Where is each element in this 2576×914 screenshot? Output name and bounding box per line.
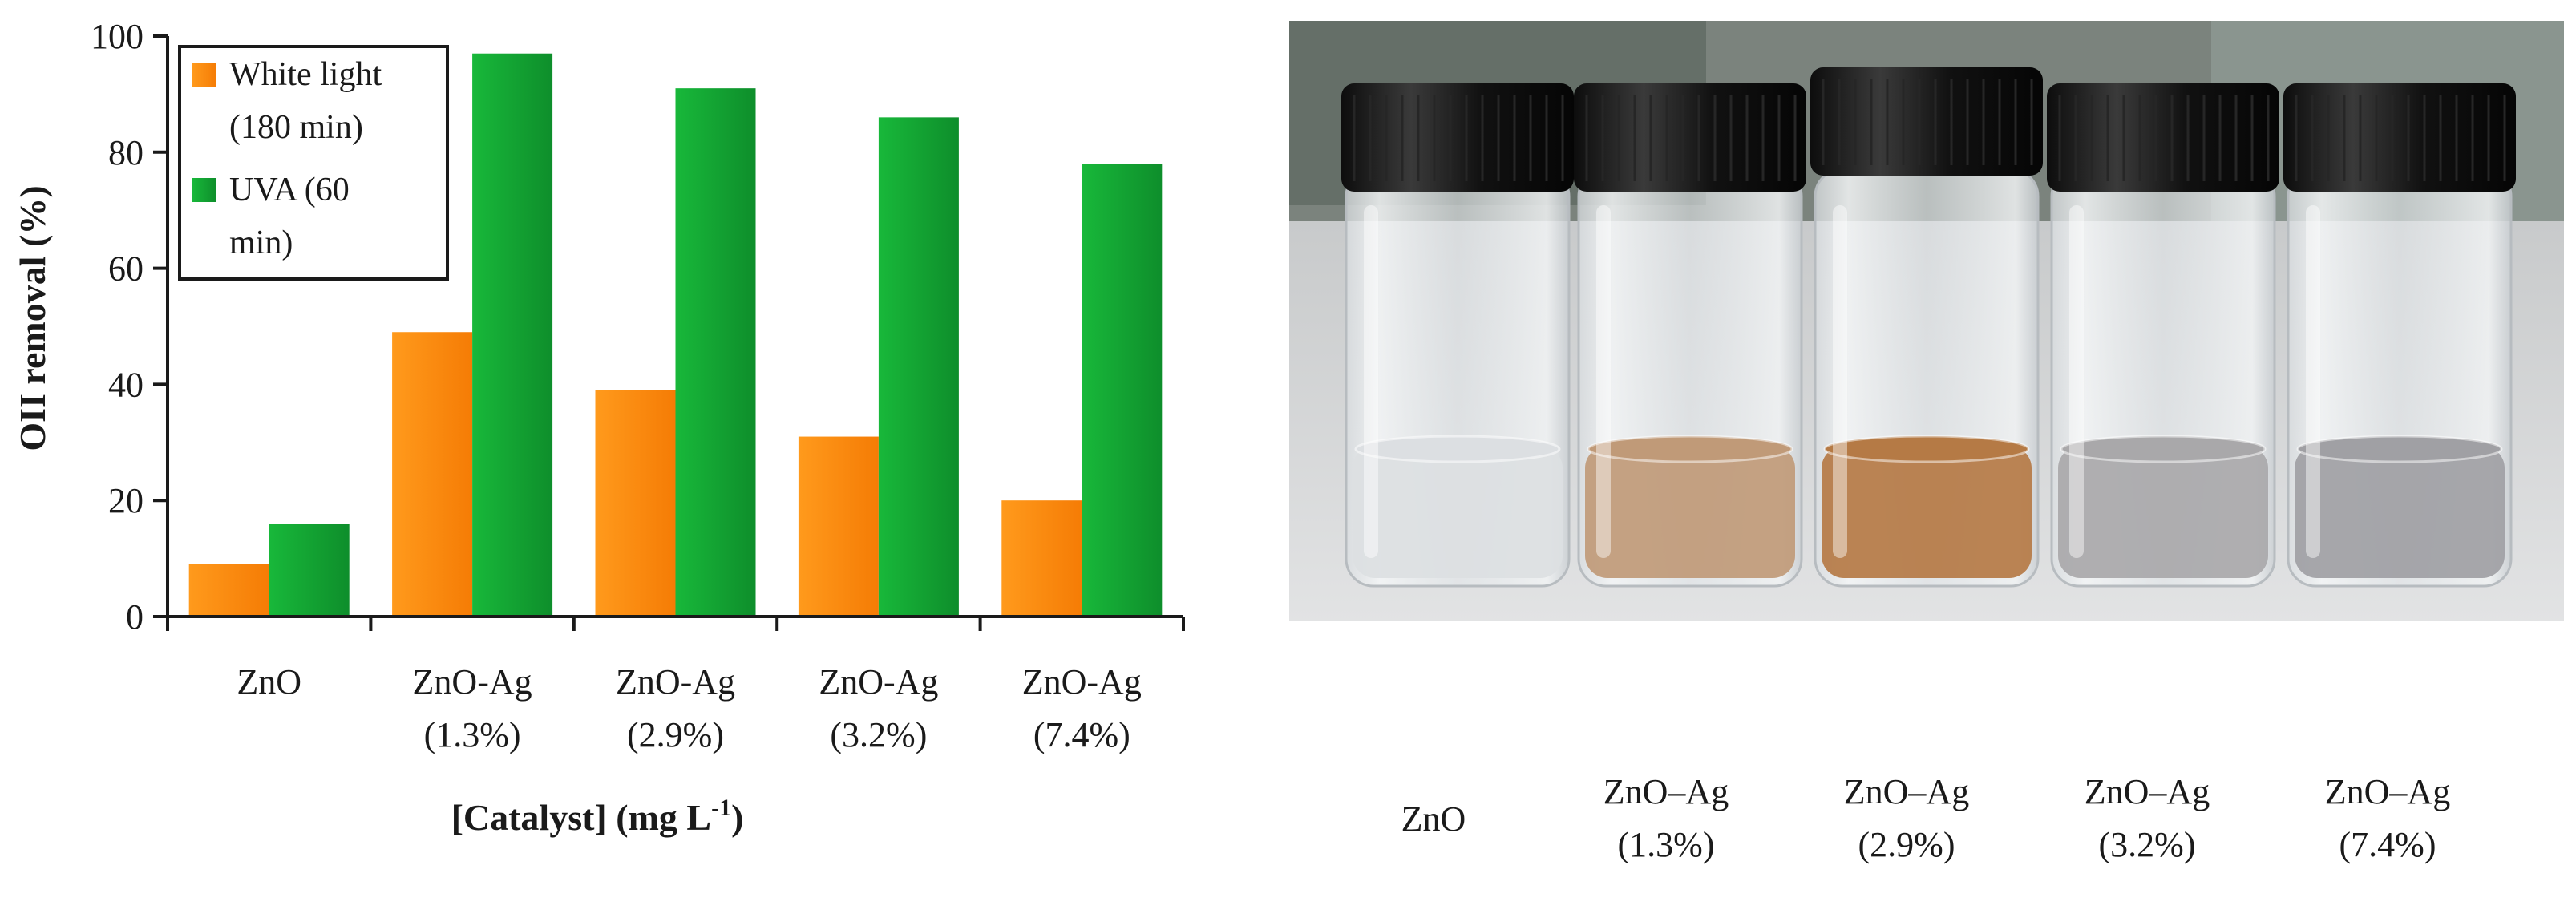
vial-labels: ZnO ZnO–Ag (1.3%) ZnO–Ag (2.9%) ZnO–Ag (3.2%) Z… (1289, 766, 2564, 910)
legend-swatch-white-light (192, 63, 216, 87)
vial-label-0: ZnO (1313, 793, 1554, 846)
bar-chart: 0 20 40 60 80 100 ZnO ZnO-Ag (1.3%) ZnO-Ag (2.9%) Z… (12, 17, 1185, 838)
vial-meniscus (1354, 435, 1561, 463)
vial-label-line: ZnO–Ag (2084, 772, 2210, 811)
vial-liquid (1353, 446, 1563, 578)
vial-cap (1341, 83, 1574, 192)
vial-3 (2047, 83, 2279, 588)
y-tick-label: 20 (108, 481, 144, 520)
vial-label-line: ZnO–Ag (1603, 772, 1729, 811)
vial-2 (1810, 67, 2043, 588)
x-tick-label: ZnO-Ag (616, 662, 735, 702)
y-tick-label: 100 (91, 17, 144, 56)
vial-label-line: (2.9%) (1858, 825, 1955, 864)
x-axis-title: [Catalyst] (mg L-1) (451, 795, 744, 838)
x-axis-title-close: ) (731, 797, 743, 838)
bar-uva-4 (1082, 164, 1163, 617)
bar-white-light-4 (1001, 500, 1082, 617)
x-tick-label: ZnO (237, 662, 301, 702)
vials-photo (1289, 21, 2564, 621)
x-tick-label: (1.3%) (424, 715, 521, 754)
legend-label-uva-1: UVA (60 (229, 172, 350, 208)
legend-label-white-light-1: White light (229, 56, 382, 93)
vial-liquid (1822, 446, 2032, 578)
bar-uva-0 (269, 524, 350, 617)
x-tick-label: (7.4%) (1033, 715, 1130, 754)
vial-liquid (1585, 446, 1795, 578)
vial-highlight (2306, 205, 2320, 558)
axes-group: 0 20 40 60 80 100 ZnO ZnO-Ag (1.3%) ZnO-Ag (2.9%) Z… (91, 17, 1185, 754)
vial-0 (1341, 83, 1574, 588)
x-tick-label: (2.9%) (627, 715, 724, 754)
bar-white-light-1 (392, 332, 473, 617)
vials-group (1341, 67, 2516, 588)
vial-highlight (1596, 205, 1611, 558)
legend-box (178, 45, 449, 281)
bar-uva-2 (675, 88, 756, 617)
vial-label-1: ZnO–Ag (1.3%) (1546, 766, 1786, 872)
vial-label-3: ZnO–Ag (3.2%) (2027, 766, 2267, 872)
vial-highlight (1833, 205, 1847, 558)
vial-meniscus (1587, 435, 1793, 463)
vial-label-line: (3.2%) (2098, 825, 2196, 864)
y-tick-label: 0 (126, 597, 144, 637)
legend-label-white-light-2: (180 min) (229, 109, 363, 146)
x-tick-label: (3.2%) (830, 715, 927, 754)
x-axis-title-sup: -1 (711, 795, 731, 821)
vial-label-line: (1.3%) (1617, 825, 1715, 864)
vial-cap (2283, 83, 2516, 192)
vial-liquid (2295, 446, 2505, 578)
x-tick-label: ZnO-Ag (819, 662, 938, 702)
bar-white-light-0 (188, 564, 269, 617)
vial-label-line: ZnO–Ag (1843, 772, 1970, 811)
vial-label-2: ZnO–Ag (2.9%) (1786, 766, 2027, 872)
vial-label-line: (7.4%) (2339, 825, 2436, 864)
y-axis-title: OII removal (%) (12, 185, 53, 451)
vial-label-4: ZnO–Ag (7.4%) (2267, 766, 2508, 872)
vial-cap (2047, 83, 2279, 192)
legend-label-uva-2: min) (229, 224, 293, 261)
bar-uva-1 (472, 53, 553, 617)
vial-1 (1574, 83, 1806, 588)
bars-group (188, 53, 1163, 617)
vial-highlight (2069, 205, 2084, 558)
vial-cap (1810, 67, 2043, 176)
vial-liquid (2058, 446, 2268, 578)
bar-white-light-2 (595, 390, 676, 617)
legend-swatch-uva (192, 178, 216, 202)
vial-meniscus (2060, 435, 2267, 463)
vial-meniscus (2296, 435, 2503, 463)
y-tick-label: 80 (108, 133, 144, 172)
vial-4 (2283, 83, 2516, 588)
vial-cap (1574, 83, 1806, 192)
x-axis-title-main: [Catalyst] (mg L (451, 797, 712, 838)
bar-white-light-3 (798, 436, 879, 617)
x-tick-label: ZnO-Ag (413, 662, 532, 702)
bar-uva-3 (878, 117, 959, 617)
y-tick-label: 40 (108, 365, 144, 404)
x-tick-label: ZnO-Ag (1022, 662, 1142, 702)
vial-label-line: ZnO–Ag (2324, 772, 2451, 811)
vial-meniscus (1823, 435, 2030, 463)
vial-highlight (1364, 205, 1378, 558)
y-tick-label: 60 (108, 249, 144, 289)
vials-illustration (1289, 21, 2564, 621)
vial-label-line: ZnO (1401, 799, 1466, 839)
legend: White light (180 min) UVA (60 min) (178, 45, 449, 281)
